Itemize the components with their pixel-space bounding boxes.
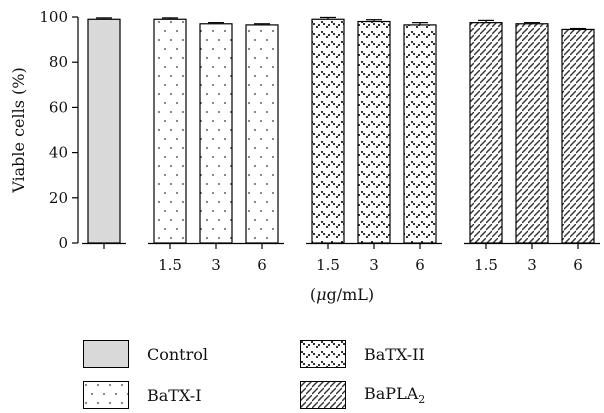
bar bbox=[199, 23, 233, 244]
bar bbox=[87, 18, 121, 244]
x-tick-label: 1.5 bbox=[474, 256, 498, 274]
x-axis-unit-paren: ( bbox=[310, 285, 316, 304]
bar bbox=[153, 18, 187, 244]
x-axis-unit-mu: μ bbox=[316, 285, 326, 304]
bar bbox=[245, 24, 279, 244]
bars bbox=[87, 16, 595, 244]
bar bbox=[469, 22, 503, 244]
y-axis-label: Viable cells (%) bbox=[9, 67, 28, 194]
x-tick-label: 6 bbox=[257, 256, 267, 274]
bar bbox=[357, 20, 391, 244]
x-tick-label: 3 bbox=[527, 256, 537, 274]
y-tick-label: 40 bbox=[49, 144, 68, 162]
x-tick-label: 6 bbox=[573, 256, 583, 274]
x-tick-label: 3 bbox=[369, 256, 379, 274]
x-tick-label: 1.5 bbox=[316, 256, 340, 274]
y-tick-label: 0 bbox=[58, 234, 68, 252]
x-tick-label: 1.5 bbox=[158, 256, 182, 274]
x-axis-unit-rest: g/mL) bbox=[326, 285, 374, 304]
x-tick-label: 3 bbox=[211, 256, 221, 274]
y-tick-label: 80 bbox=[49, 53, 68, 71]
bar bbox=[403, 24, 437, 244]
tick-labels: 0 20 40 60 80 100 Viable cells (%) 1.5 3 6 1.5 3 6 1.… bbox=[9, 8, 583, 304]
y-tick-label: 60 bbox=[49, 98, 68, 116]
x-axis-unit-label: (μg/mL) bbox=[310, 285, 374, 304]
bar bbox=[561, 28, 595, 244]
bar bbox=[515, 23, 549, 244]
bar bbox=[311, 18, 345, 244]
y-tick-label: 100 bbox=[39, 8, 68, 26]
y-tick-label: 20 bbox=[49, 189, 68, 207]
x-tick-label: 6 bbox=[415, 256, 425, 274]
